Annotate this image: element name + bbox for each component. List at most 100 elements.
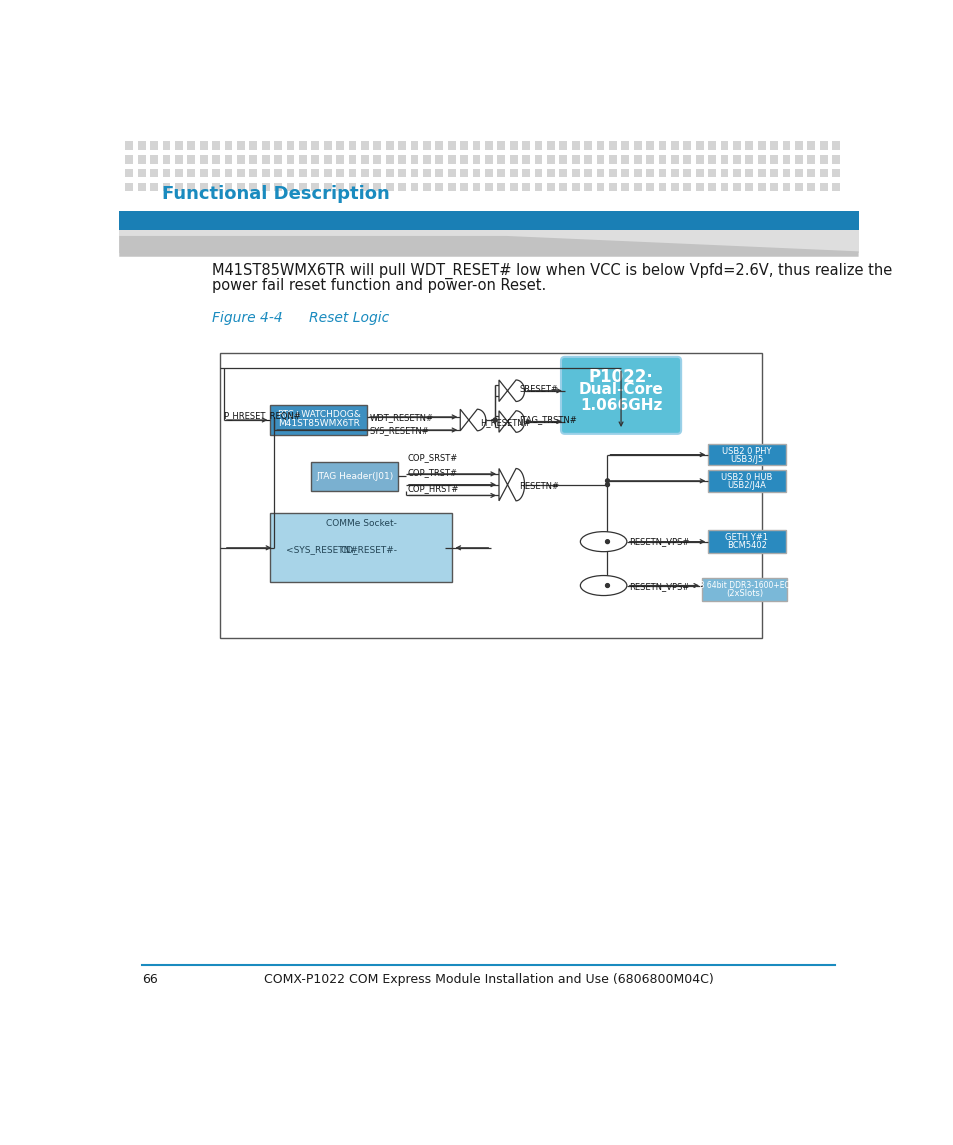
Bar — [447, 141, 456, 150]
Ellipse shape — [579, 576, 626, 595]
Polygon shape — [498, 468, 524, 500]
Text: H_RESETN#: H_RESETN# — [480, 418, 531, 427]
Bar — [819, 169, 827, 177]
Bar — [150, 169, 158, 177]
Bar — [410, 183, 418, 191]
Bar — [187, 169, 195, 177]
Bar — [521, 169, 530, 177]
Bar — [298, 155, 307, 164]
Bar — [769, 141, 778, 150]
Polygon shape — [459, 409, 485, 431]
Bar — [497, 155, 505, 164]
Bar — [707, 155, 716, 164]
Bar — [335, 183, 344, 191]
Text: (2xSlots): (2xSlots) — [725, 590, 762, 599]
Bar — [360, 141, 369, 150]
Bar — [670, 141, 679, 150]
Bar — [435, 155, 443, 164]
Bar — [534, 183, 542, 191]
Bar — [397, 141, 406, 150]
Bar — [236, 183, 245, 191]
Bar — [125, 141, 133, 150]
Bar — [472, 183, 480, 191]
Bar — [509, 141, 517, 150]
Bar — [831, 169, 840, 177]
Bar — [274, 155, 282, 164]
Bar — [385, 141, 394, 150]
Bar — [682, 169, 691, 177]
Bar — [410, 141, 418, 150]
Bar — [261, 169, 270, 177]
Text: COMMe Socket-: COMMe Socket- — [326, 520, 396, 528]
Bar — [348, 183, 356, 191]
Text: RTC+WATCHDOG&: RTC+WATCHDOG& — [276, 410, 360, 419]
Bar — [187, 183, 195, 191]
Bar — [422, 169, 431, 177]
Bar — [162, 169, 171, 177]
Bar — [831, 141, 840, 150]
Bar — [806, 169, 815, 177]
Bar — [150, 155, 158, 164]
Bar — [546, 183, 555, 191]
Bar — [236, 155, 245, 164]
Bar — [459, 169, 468, 177]
Text: BCM5402: BCM5402 — [726, 540, 766, 550]
Bar — [220, 353, 761, 638]
Bar — [781, 155, 790, 164]
Bar — [199, 169, 208, 177]
Ellipse shape — [579, 531, 626, 552]
Bar — [707, 444, 785, 465]
Bar — [236, 141, 245, 150]
Bar — [620, 141, 629, 150]
Text: M41ST85WMX6TR: M41ST85WMX6TR — [277, 419, 359, 428]
Bar — [757, 141, 765, 150]
Bar — [323, 169, 332, 177]
Bar — [150, 183, 158, 191]
Bar — [633, 141, 641, 150]
Bar — [701, 578, 786, 601]
Bar — [794, 141, 802, 150]
Bar — [137, 169, 146, 177]
Bar — [620, 155, 629, 164]
Text: CD_RESET#-: CD_RESET#- — [340, 545, 397, 554]
Bar — [596, 155, 604, 164]
Polygon shape — [498, 411, 524, 433]
Text: COP_TRST#: COP_TRST# — [407, 468, 457, 477]
Bar — [608, 141, 617, 150]
Bar — [311, 461, 397, 491]
Bar — [459, 183, 468, 191]
Bar — [373, 169, 381, 177]
Bar — [534, 169, 542, 177]
Bar — [819, 183, 827, 191]
Bar — [596, 141, 604, 150]
Bar — [150, 141, 158, 150]
Bar — [162, 183, 171, 191]
Circle shape — [493, 418, 497, 421]
Bar — [497, 183, 505, 191]
Polygon shape — [119, 237, 858, 253]
Bar — [720, 183, 728, 191]
Bar — [695, 169, 703, 177]
Bar — [187, 141, 195, 150]
Bar — [732, 155, 740, 164]
Text: M41ST85WMX6TR will pull WDT_RESET# low when VCC is below Vpfd=2.6V, thus realize: M41ST85WMX6TR will pull WDT_RESET# low w… — [212, 263, 892, 279]
Bar — [633, 183, 641, 191]
Bar — [236, 169, 245, 177]
Bar — [757, 183, 765, 191]
Text: RESETN#: RESETN# — [518, 482, 558, 490]
Bar — [335, 141, 344, 150]
Bar — [707, 530, 785, 553]
Bar — [608, 169, 617, 177]
Bar — [534, 155, 542, 164]
Text: COP_SRST#: COP_SRST# — [407, 453, 457, 463]
Bar — [224, 169, 233, 177]
Bar — [633, 169, 641, 177]
Bar — [769, 155, 778, 164]
Bar — [472, 141, 480, 150]
Bar — [447, 183, 456, 191]
Bar — [199, 141, 208, 150]
Bar — [286, 183, 294, 191]
Bar — [373, 141, 381, 150]
Text: JTAG Header(J01): JTAG Header(J01) — [315, 472, 393, 481]
Bar — [174, 141, 183, 150]
